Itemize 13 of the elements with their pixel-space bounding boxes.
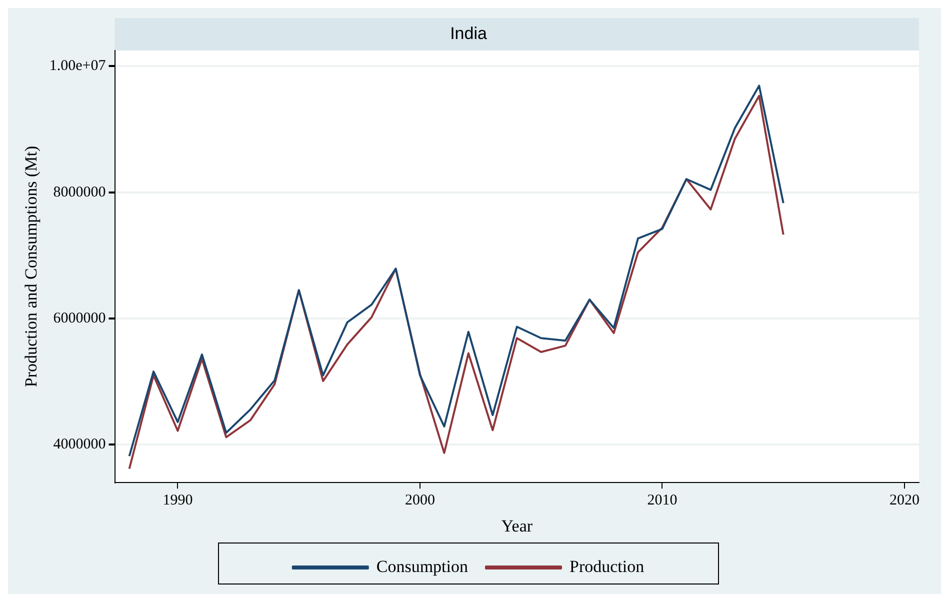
chart-title: India [450,24,488,43]
y-axis-title: Production and Consumptions (Mt) [22,146,41,388]
legend-label: Consumption [376,556,469,576]
y-tick-label: 6000000 [53,310,106,326]
legend-label: Production [570,556,645,576]
y-tick-label: 8000000 [53,184,106,200]
x-tick-label: 2020 [889,492,920,509]
y-tick-label: 4000000 [53,436,106,453]
x-tick-label: 2010 [647,492,678,509]
x-tick-label: 2000 [404,492,435,509]
x-axis-title: Year [501,516,533,536]
x-tick-label: 1990 [162,492,193,509]
y-tick-label: 1.00e+07 [49,58,106,74]
